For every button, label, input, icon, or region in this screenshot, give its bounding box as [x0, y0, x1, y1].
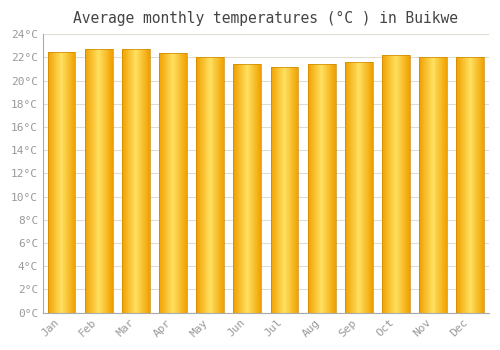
Bar — [456, 57, 484, 313]
Bar — [159, 53, 187, 313]
Bar — [234, 64, 262, 313]
Bar — [270, 67, 298, 313]
Bar — [382, 55, 410, 313]
Title: Average monthly temperatures (°C ) in Buikwe: Average monthly temperatures (°C ) in Bu… — [74, 11, 458, 26]
Bar — [122, 49, 150, 313]
Bar — [419, 57, 447, 313]
Bar — [48, 52, 76, 313]
Bar — [85, 49, 112, 313]
Bar — [345, 62, 373, 313]
Bar — [308, 64, 336, 313]
Bar — [196, 57, 224, 313]
